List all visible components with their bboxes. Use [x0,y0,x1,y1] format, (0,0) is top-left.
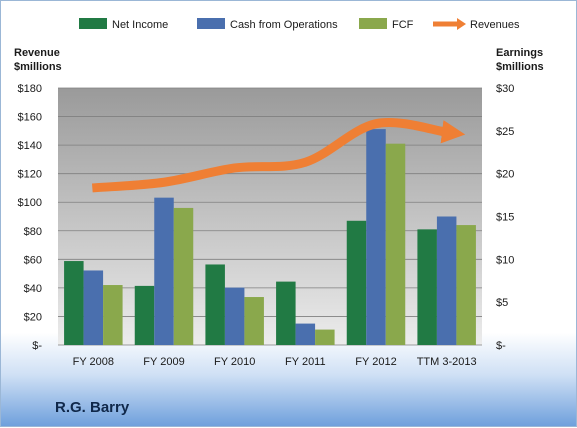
bar-net-income [417,229,437,345]
legend-label-cash-from-operations: Cash from Operations [230,19,338,31]
category-label: TTM 3-2013 [417,356,477,368]
bar-net-income [347,221,367,345]
bar-net-income [135,286,155,345]
left-axis-title: Revenue [14,47,60,59]
left-tick-label: $120 [18,169,42,181]
left-axis-title: $millions [14,61,62,73]
right-tick-label: $25 [496,126,514,138]
bar-fcf [386,144,406,345]
bar-cash-from-operations [366,129,386,345]
category-label: FY 2012 [355,356,396,368]
bar-fcf [315,330,335,345]
left-tick-label: $160 [18,112,42,124]
category-label: FY 2011 [285,356,326,368]
bar-net-income [205,264,225,345]
category-label: FY 2008 [73,356,114,368]
bar-fcf [174,208,194,345]
bar-net-income [64,261,84,345]
right-tick-label: $15 [496,212,514,224]
right-axis-title: Earnings [496,47,543,59]
legend-label-net-income: Net Income [112,19,168,31]
right-tick-label: $20 [496,169,514,181]
left-tick-label: $80 [24,226,42,238]
right-tick-label: $10 [496,254,514,266]
bar-cash-from-operations [225,288,245,345]
left-tick-label: $100 [18,197,42,209]
right-tick-label: $- [496,340,506,352]
bar-cash-from-operations [84,270,104,345]
bar-cash-from-operations [154,198,174,345]
bar-net-income [276,282,296,345]
legend-label-revenues: Revenues [470,19,520,31]
legend-label-fcf: FCF [392,19,414,31]
left-tick-label: $40 [24,283,42,295]
right-tick-label: $30 [496,83,514,95]
right-axis-title: $millions [496,61,544,73]
legend: Net Income Cash from Operations FCF Revenue… [79,18,520,31]
left-tick-label: $60 [24,254,42,266]
right-tick-label: $5 [496,297,508,309]
category-label: FY 2009 [143,356,184,368]
legend-swatch-cash-from-operations [197,18,225,29]
category-label: FY 2010 [214,356,255,368]
bar-fcf [456,225,476,345]
bar-cash-from-operations [437,217,457,346]
bar-fcf [103,285,123,345]
bar-fcf [244,297,264,345]
left-tick-label: $180 [18,83,42,95]
legend-swatch-fcf [359,18,387,29]
legend-swatch-net-income [79,18,107,29]
legend-arrow-revenues [457,18,466,30]
left-tick-label: $140 [18,140,42,152]
bar-cash-from-operations [296,324,316,345]
company-label: R.G. Barry [55,399,129,416]
left-tick-label: $20 [24,311,42,323]
left-tick-label: $- [32,340,42,352]
